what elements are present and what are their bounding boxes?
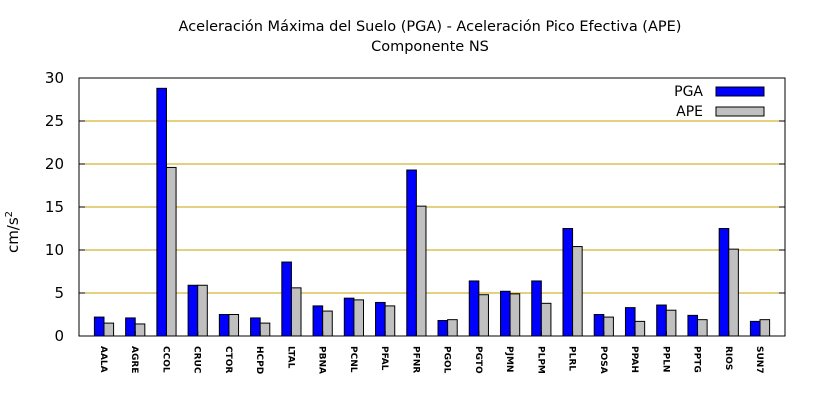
bar-pga-ltal <box>281 261 292 337</box>
x-tick-label: PPLN <box>660 346 670 372</box>
chart-title: Aceleración Máxima del Suelo (PGA) - Ace… <box>179 19 682 35</box>
x-tick-label: PFNR <box>410 346 420 373</box>
x-tick-label: PPAH <box>629 346 639 373</box>
svg-text:cm/s2: cm/s2 <box>4 211 22 253</box>
bar-ape-pfnr <box>415 205 427 337</box>
bar-ape-ctor <box>228 314 240 337</box>
x-tick-label: PLPM <box>535 346 545 374</box>
x-tick-label: PGTO <box>473 346 483 374</box>
legend-swatch-ape <box>715 106 765 117</box>
bar-pga-pjmn <box>499 290 511 337</box>
x-axis-labels: AALA AGRE CCOL CRUC CTOR HCPD LTAL PBNA PCNL PFAL… <box>98 331 764 374</box>
legend-swatch-pga <box>715 86 765 97</box>
x-tick-label: CTOR <box>223 346 233 373</box>
bar-pga-ppln <box>656 304 667 337</box>
bar-ape-rios <box>728 248 739 337</box>
y-tick-label: 20 <box>45 155 64 173</box>
bar-ape-plpm <box>540 302 552 337</box>
y-tick-label: 25 <box>45 112 64 130</box>
x-tick-label: PJMN <box>504 346 514 372</box>
bar-pga-aala <box>93 316 105 337</box>
bar-ape-ppah <box>634 320 646 337</box>
legend-label-pga: PGA <box>674 84 703 100</box>
bar-pga-hcpd <box>250 317 261 337</box>
bar-ape-agre <box>134 323 146 337</box>
bar-ape-ppln <box>665 309 677 337</box>
legend-label-ape: APE <box>676 104 703 120</box>
x-tick-label: SUN7 <box>754 346 764 374</box>
bar-ape-ltal <box>290 287 302 337</box>
bar-pga-pfnr <box>406 169 417 337</box>
y-axis-label-superscript: 2 <box>4 211 15 217</box>
x-tick-label: POSA <box>598 346 608 374</box>
y-tick-label: 15 <box>45 198 64 216</box>
bar-ape-pgto <box>478 294 489 337</box>
y-tick-label: 0 <box>54 327 64 345</box>
bar-pga-pfal <box>375 301 386 337</box>
bar-pga-pcnl <box>343 297 355 337</box>
plot-frame <box>78 77 786 337</box>
bar-pga-agre <box>125 317 136 337</box>
legend: PGA APE <box>674 84 765 120</box>
y-axis-ticks: 0 5 10 15 20 25 30 <box>45 69 785 345</box>
bar-ape-sun7 <box>759 319 771 337</box>
bar-pga-pptg <box>687 314 699 337</box>
y-tick-label: 10 <box>45 241 64 259</box>
bar-pga-ctor <box>218 314 230 337</box>
bar-pga-ccol <box>156 87 167 337</box>
bar-pga-pgto <box>468 280 480 337</box>
y-tick-label: 30 <box>45 69 64 87</box>
x-tick-label: AGRE <box>129 346 139 373</box>
bar-pga-rios <box>718 228 730 337</box>
bar-pga-cruc <box>187 284 199 337</box>
bar-pga-posa <box>593 314 605 337</box>
x-tick-label: PGOL <box>442 346 452 374</box>
x-tick-label: CCOL <box>160 346 170 373</box>
bar-ape-cruc <box>197 284 208 337</box>
x-tick-label: PPTG <box>692 346 702 373</box>
bar-pga-pbna <box>312 305 324 337</box>
bar-pga-plpm <box>531 280 542 337</box>
bar-pga-plrl <box>562 228 574 337</box>
bar-ape-pfal <box>384 305 396 337</box>
chart-subtitle: Componente NS <box>371 39 489 55</box>
x-tick-label: CRUC <box>192 346 202 374</box>
bar-ape-pcnl <box>353 299 365 337</box>
bar-ape-pgol <box>447 319 458 337</box>
gridlines <box>79 120 785 294</box>
bar-pga-pgol <box>437 320 449 337</box>
y-tick-label: 5 <box>54 284 64 302</box>
y-axis-label: cm/s2 <box>4 211 22 253</box>
bar-ape-pptg <box>697 319 708 337</box>
x-tick-label: HCPD <box>254 346 264 374</box>
bars <box>93 87 771 337</box>
x-tick-label: LTAL <box>285 346 295 369</box>
bar-ape-posa <box>603 316 614 337</box>
bar-ape-pjmn <box>509 293 521 337</box>
bar-pga-ppah <box>624 307 636 337</box>
bar-ape-aala <box>103 322 115 337</box>
x-tick-label: AALA <box>98 346 108 373</box>
bar-ape-pbna <box>322 310 333 337</box>
y-axis-label-text: cm/s <box>4 217 22 253</box>
x-tick-label: RIOS <box>723 346 733 370</box>
bar-ape-ccol <box>165 166 177 337</box>
bar-pga-sun7 <box>749 320 761 337</box>
x-tick-label: PLRL <box>567 346 577 371</box>
bar-ape-hcpd <box>259 322 271 337</box>
bar-ape-plrl <box>572 246 583 337</box>
x-tick-label: PFAL <box>379 346 389 371</box>
x-tick-label: PCNL <box>348 346 358 373</box>
x-tick-label: PBNA <box>317 346 327 374</box>
